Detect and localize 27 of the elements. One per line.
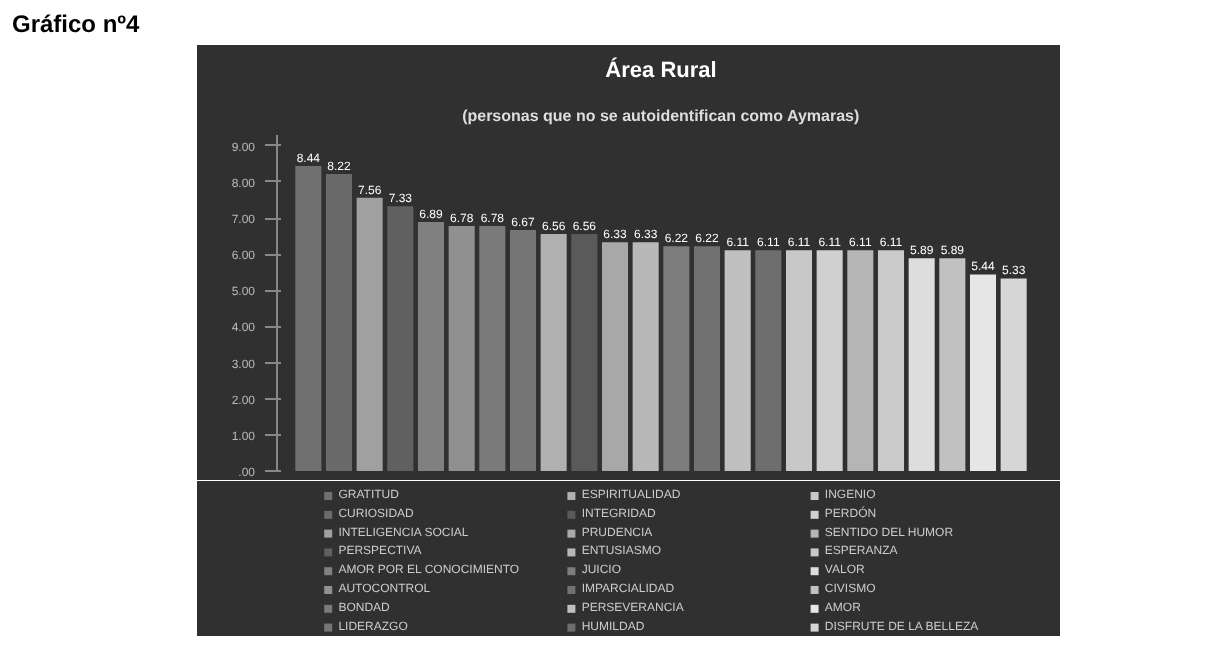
bar (540, 233, 567, 471)
bar (785, 250, 813, 471)
bar (877, 250, 905, 471)
bar (908, 258, 935, 471)
bar (509, 230, 537, 471)
bar (448, 226, 475, 471)
bar (601, 242, 629, 471)
bar (969, 274, 997, 471)
chart-subtitle: (personas que no se autoidentifican como Aymaras) (462, 107, 860, 125)
bar (479, 226, 506, 471)
bar (356, 197, 383, 471)
bar (755, 250, 782, 471)
text: Gráfico nº4 (12, 8, 140, 42)
bar (417, 222, 445, 471)
bar (724, 250, 751, 471)
bar (295, 166, 322, 471)
bar (1000, 278, 1027, 471)
bar (816, 250, 843, 471)
bar (632, 242, 659, 471)
bar (939, 258, 966, 471)
bar (847, 250, 874, 471)
bar (571, 233, 598, 471)
bar (663, 246, 690, 471)
bar (325, 174, 353, 471)
chart-title: Área Rural (605, 57, 717, 83)
bar (693, 246, 721, 471)
bar (387, 206, 414, 471)
